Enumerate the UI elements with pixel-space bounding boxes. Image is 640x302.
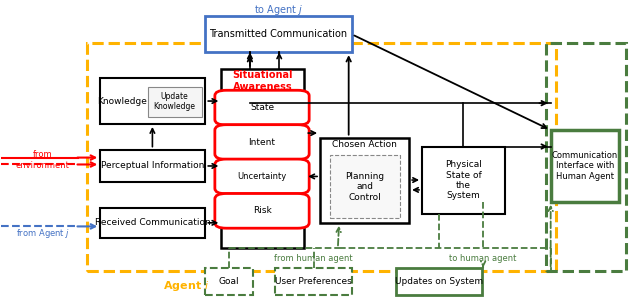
Bar <box>546 43 626 271</box>
Bar <box>100 149 205 182</box>
Bar <box>205 268 253 295</box>
Text: Situational
Awareness: Situational Awareness <box>232 70 293 92</box>
Text: State: State <box>250 103 274 112</box>
Bar <box>100 78 205 124</box>
Bar <box>100 208 205 238</box>
Text: Received Communication: Received Communication <box>95 218 211 227</box>
FancyBboxPatch shape <box>215 159 309 194</box>
Bar <box>396 268 483 295</box>
FancyBboxPatch shape <box>215 194 309 228</box>
Text: from Agent $j$: from Agent $j$ <box>16 227 70 240</box>
Text: Perceptual Information: Perceptual Information <box>100 162 204 170</box>
Text: Chosen Action: Chosen Action <box>332 140 397 149</box>
Bar <box>148 87 202 117</box>
Bar <box>550 130 620 202</box>
Text: Goal: Goal <box>219 277 239 286</box>
Text: Communication
Interface with
Human Agent: Communication Interface with Human Agent <box>552 151 618 181</box>
Bar <box>205 16 352 52</box>
Text: Agent $i$: Agent $i$ <box>163 279 209 293</box>
FancyBboxPatch shape <box>215 125 309 159</box>
Text: Physical
State of
the
System: Physical State of the System <box>445 160 482 201</box>
Bar <box>330 156 399 218</box>
Text: Transmitted Communication: Transmitted Communication <box>209 29 348 39</box>
Text: to human agent: to human agent <box>449 254 516 263</box>
Text: Updates on System: Updates on System <box>395 277 483 286</box>
Text: Risk: Risk <box>253 206 271 215</box>
FancyBboxPatch shape <box>215 90 309 125</box>
Text: to Agent $j$: to Agent $j$ <box>255 3 304 18</box>
Bar <box>422 146 505 214</box>
Text: User Preferences: User Preferences <box>275 277 352 286</box>
Text: Knowledge: Knowledge <box>97 97 147 105</box>
Bar <box>221 69 304 248</box>
Bar <box>88 43 556 271</box>
Text: Uncertainty: Uncertainty <box>237 172 287 181</box>
Bar <box>320 137 409 223</box>
Bar <box>275 268 352 295</box>
Text: Planning
and
Control: Planning and Control <box>345 172 384 202</box>
Text: from human agent: from human agent <box>275 254 353 263</box>
Text: from
environment: from environment <box>16 150 70 170</box>
Text: Intent: Intent <box>248 137 275 146</box>
Text: Update
Knowledge: Update Knowledge <box>154 92 196 111</box>
